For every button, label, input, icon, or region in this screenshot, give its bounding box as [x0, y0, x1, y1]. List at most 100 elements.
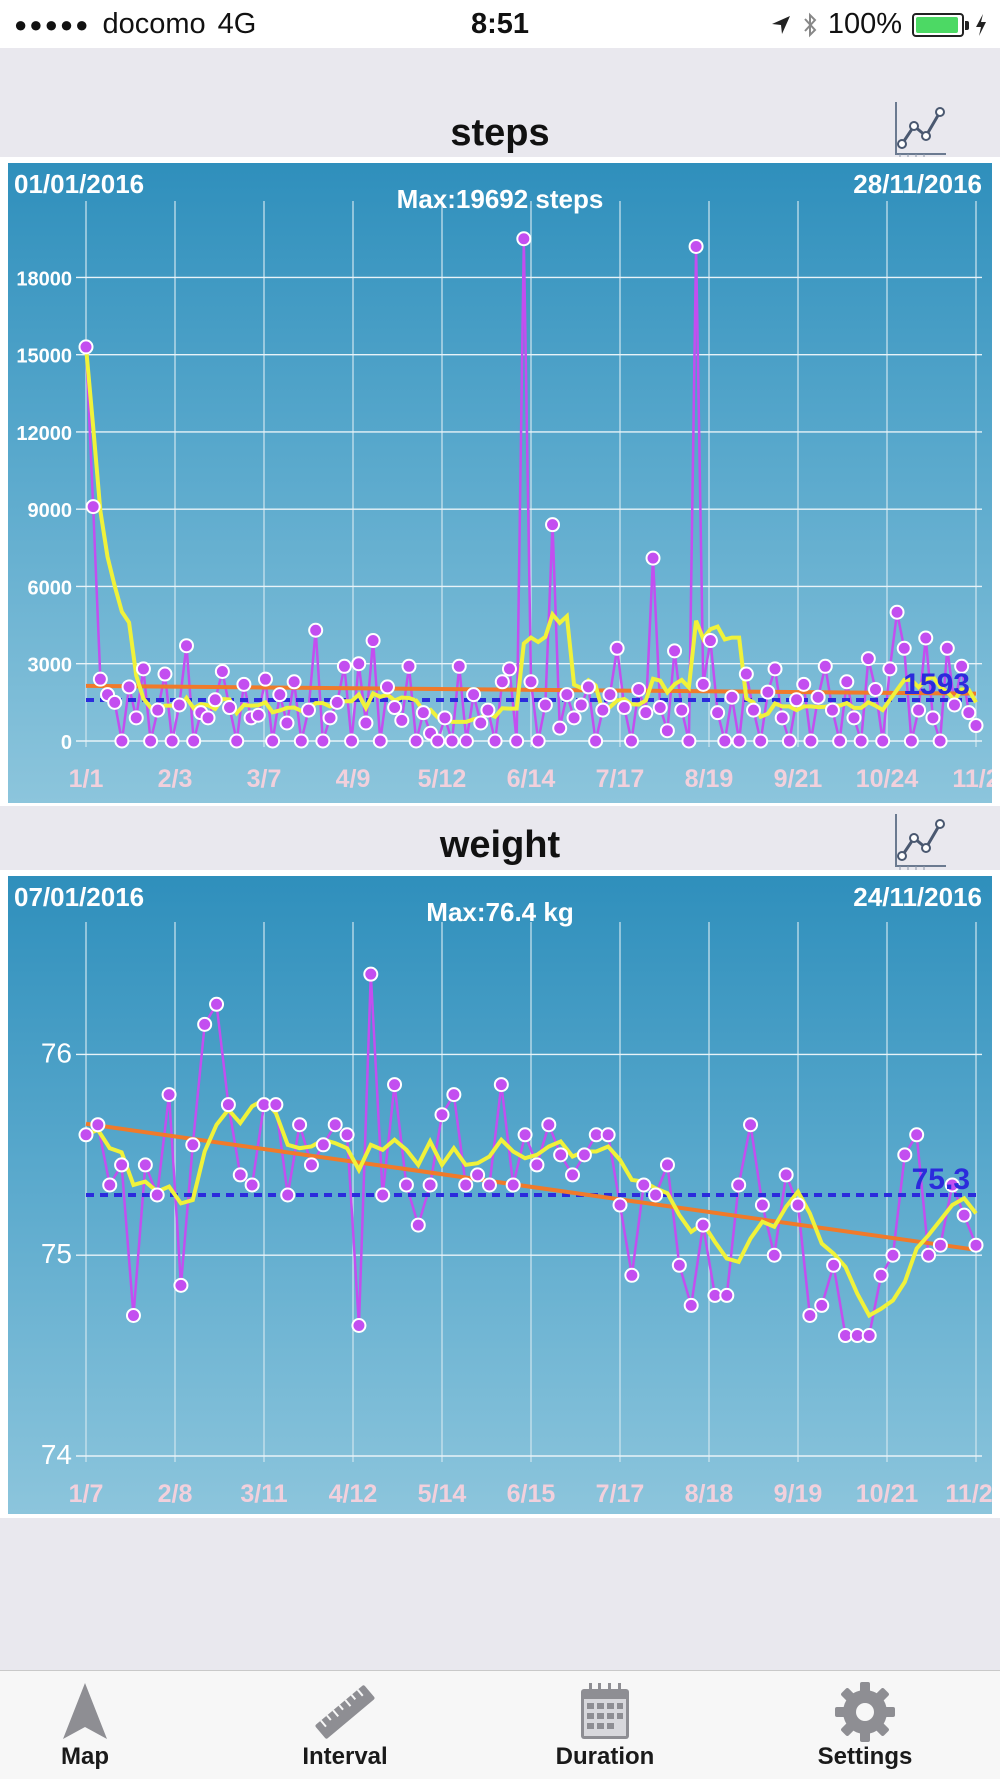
- x-tick-label: 10/24: [856, 765, 919, 793]
- data-point: [918, 630, 934, 646]
- data-point: [268, 1097, 284, 1113]
- data-point: [659, 1157, 675, 1173]
- data-point: [717, 733, 733, 749]
- weight-section-title: weight: [439, 824, 561, 866]
- y-tick-label: 12000: [16, 423, 72, 445]
- data-point: [150, 702, 166, 718]
- data-point: [232, 1167, 248, 1183]
- data-point: [143, 733, 159, 749]
- data-point: [516, 231, 532, 247]
- data-point: [832, 733, 848, 749]
- data-point: [363, 966, 379, 982]
- data-point: [961, 705, 977, 721]
- data-point: [530, 733, 546, 749]
- data-point: [161, 1087, 177, 1103]
- data-point: [351, 656, 367, 672]
- data-point: [882, 661, 898, 677]
- data-point: [229, 733, 245, 749]
- data-point: [738, 666, 754, 682]
- data-point: [207, 692, 223, 708]
- data-point: [565, 1167, 581, 1183]
- data-point: [774, 710, 790, 726]
- tab-settings[interactable]: Settings: [740, 1671, 990, 1779]
- data-point: [885, 1247, 901, 1263]
- data-point: [493, 1077, 509, 1093]
- data-point: [446, 1087, 462, 1103]
- data-point: [90, 1117, 106, 1133]
- x-tick-label: 9/19: [774, 1480, 823, 1508]
- tab-settings-label: Settings: [817, 1743, 913, 1770]
- y-tick-label: 75: [41, 1238, 72, 1269]
- charging-icon: [976, 13, 986, 36]
- data-point: [470, 1167, 486, 1183]
- data-point: [509, 733, 525, 749]
- tab-duration[interactable]: Duration: [480, 1671, 730, 1779]
- data-point: [860, 651, 876, 667]
- data-point: [875, 733, 891, 749]
- gear-icon: [835, 1682, 895, 1742]
- tab-interval[interactable]: Interval: [220, 1671, 470, 1779]
- data-point: [209, 996, 225, 1012]
- data-point: [415, 705, 431, 721]
- data-point: [257, 671, 273, 687]
- data-point: [171, 697, 187, 713]
- data-point: [157, 666, 173, 682]
- data-point: [903, 733, 919, 749]
- data-point: [552, 720, 568, 736]
- data-point: [279, 715, 295, 731]
- data-point: [164, 733, 180, 749]
- data-point: [545, 517, 561, 533]
- data-point: [897, 1147, 913, 1163]
- data-point: [636, 1177, 652, 1193]
- data-point: [731, 1177, 747, 1193]
- data-point: [85, 499, 101, 515]
- data-point: [286, 674, 302, 690]
- end-date-label: 24/11/2016: [853, 882, 982, 912]
- data-point: [623, 733, 639, 749]
- x-tick-label: 3/11: [240, 1480, 287, 1508]
- data-point: [327, 1117, 343, 1133]
- data-point: [814, 1297, 830, 1313]
- data-point: [846, 710, 862, 726]
- data-point: [968, 1237, 984, 1253]
- y-tick-label: 3000: [28, 655, 73, 677]
- x-tick-label: 1/7: [69, 1480, 104, 1508]
- data-point: [925, 710, 941, 726]
- data-point: [826, 1257, 842, 1273]
- data-point: [372, 733, 388, 749]
- tab-map-label: Map: [61, 1743, 109, 1770]
- battery-icon: [912, 12, 969, 37]
- data-point: [600, 1127, 616, 1143]
- data-point: [968, 718, 984, 734]
- data-point: [197, 1016, 213, 1032]
- weight-chart-toggle-icon[interactable]: [890, 812, 948, 870]
- data-point: [434, 1107, 450, 1123]
- data-point: [322, 710, 338, 726]
- data-point: [553, 1147, 569, 1163]
- steps-chart-toggle-icon[interactable]: [890, 100, 948, 158]
- x-tick-label: 4/9: [336, 765, 371, 793]
- tab-map[interactable]: Map: [0, 1671, 210, 1779]
- data-point: [817, 658, 833, 674]
- data-point: [932, 1237, 948, 1253]
- data-point: [505, 1177, 521, 1193]
- data-point: [778, 1167, 794, 1183]
- weight-section-header: weight: [0, 812, 1000, 870]
- data-point: [481, 1177, 497, 1193]
- y-tick-label: 9000: [28, 500, 73, 522]
- y-tick-label: 74: [41, 1439, 72, 1470]
- status-bar: ●●●●● docomo 4G 8:51 100%: [0, 0, 1000, 48]
- data-point: [387, 700, 403, 716]
- data-point: [889, 604, 905, 620]
- data-point: [638, 705, 654, 721]
- data-point: [398, 1177, 414, 1193]
- data-point: [688, 238, 704, 254]
- end-date-label: 28/11/2016: [853, 169, 982, 199]
- data-point: [731, 733, 747, 749]
- data-point: [789, 692, 805, 708]
- data-point: [853, 733, 869, 749]
- x-tick-label: 5/12: [418, 765, 467, 793]
- data-point: [944, 1177, 960, 1193]
- data-point: [408, 733, 424, 749]
- x-tick-label: 2/3: [158, 765, 193, 793]
